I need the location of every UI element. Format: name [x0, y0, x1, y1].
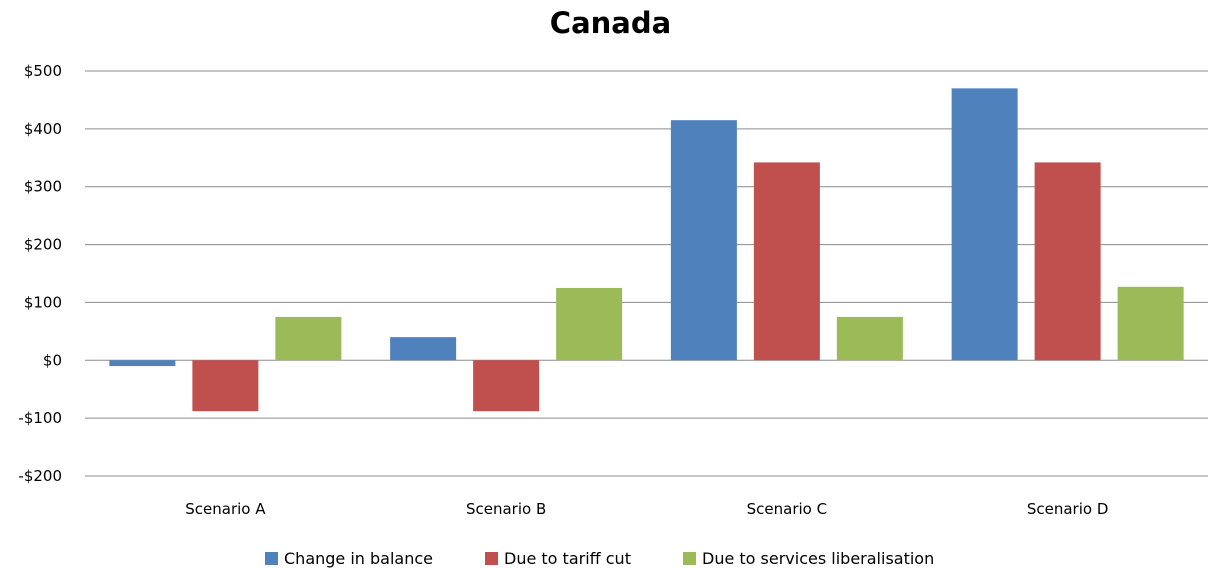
- y-tick-label: $100: [24, 293, 62, 311]
- bar-chart-plot: $500 $400 $300 $200 $100 $0 -$100 -$200 Scenario…: [18, 62, 1208, 518]
- y-tick-label: $0: [43, 351, 62, 369]
- legend-label: Change in balance: [284, 548, 434, 568]
- x-tick-label: Scenario D: [1027, 500, 1109, 518]
- x-tick-label: Scenario C: [747, 500, 827, 518]
- bar: [1117, 286, 1184, 361]
- bar: [556, 287, 623, 361]
- chart-legend: Change in balance Due to tariff cut Due to…: [0, 548, 1221, 568]
- y-tick-label: $500: [24, 62, 62, 80]
- legend-swatch: [265, 551, 278, 565]
- legend-swatch: [485, 551, 498, 565]
- bar: [390, 337, 457, 361]
- bar: [753, 162, 820, 361]
- legend-item: Change in balance: [265, 548, 433, 568]
- bar: [836, 316, 903, 361]
- legend-item: Due to tariff cut: [485, 548, 631, 568]
- bar: [951, 88, 1018, 361]
- legend-label: Due to services liberalisation: [702, 548, 935, 568]
- bar: [473, 360, 540, 412]
- y-tick-label: -$100: [18, 409, 62, 427]
- bar: [275, 316, 342, 361]
- legend-item: Due to services liberalisation: [683, 548, 934, 568]
- y-tick-label: $300: [24, 178, 62, 196]
- legend-swatch: [683, 551, 696, 565]
- y-tick-label: -$200: [18, 467, 62, 485]
- bar: [670, 120, 737, 361]
- x-tick-label: Scenario A: [185, 500, 266, 518]
- bar: [109, 360, 176, 367]
- bar: [1034, 162, 1101, 361]
- y-tick-label: $200: [24, 236, 62, 254]
- legend-label: Due to tariff cut: [504, 548, 631, 568]
- x-tick-label: Scenario B: [466, 500, 546, 518]
- chart-title: Canada: [549, 6, 672, 40]
- y-tick-label: $400: [24, 120, 62, 138]
- bar: [192, 360, 259, 412]
